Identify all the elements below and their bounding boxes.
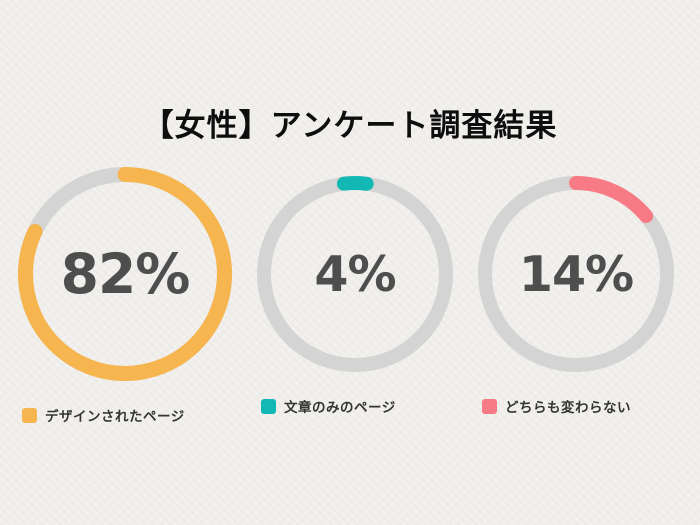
percent-label: 14% <box>518 245 634 303</box>
legend-swatch <box>482 398 497 414</box>
legend-swatch <box>22 407 37 423</box>
donut-chart-text-only-page: 4% 文章のみのページ <box>257 176 453 416</box>
legend-swatch <box>261 398 276 414</box>
donut-svg <box>478 176 674 372</box>
percent-label: 4% <box>314 245 396 303</box>
ring-arc <box>18 167 232 381</box>
donut-ring: 14% <box>478 176 674 372</box>
donut-ring: 82% <box>18 167 232 381</box>
legend-item: 文章のみのページ <box>257 396 396 416</box>
legend-item: どちらも変わらない <box>478 396 631 416</box>
donut-ring: 4% <box>257 176 453 372</box>
ring-arc <box>257 176 453 372</box>
legend-label: 文章のみのページ <box>284 400 396 416</box>
donut-charts-row: 82% デザインされたページ 4% 文章のみのページ <box>0 167 700 425</box>
chart-title: 【女性】アンケート調査結果 <box>142 108 558 144</box>
legend-item: デザインされたページ <box>18 405 185 425</box>
percent-label: 82% <box>60 242 191 306</box>
donut-chart-no-difference: 14% どちらも変わらない <box>478 176 674 416</box>
donut-chart-designed-page: 82% デザインされたページ <box>18 167 232 425</box>
ring-arc <box>478 176 674 372</box>
donut-svg <box>257 176 453 372</box>
donut-svg <box>18 167 232 381</box>
legend-label: どちらも変わらない <box>505 400 631 416</box>
legend-label: デザインされたページ <box>45 409 185 425</box>
